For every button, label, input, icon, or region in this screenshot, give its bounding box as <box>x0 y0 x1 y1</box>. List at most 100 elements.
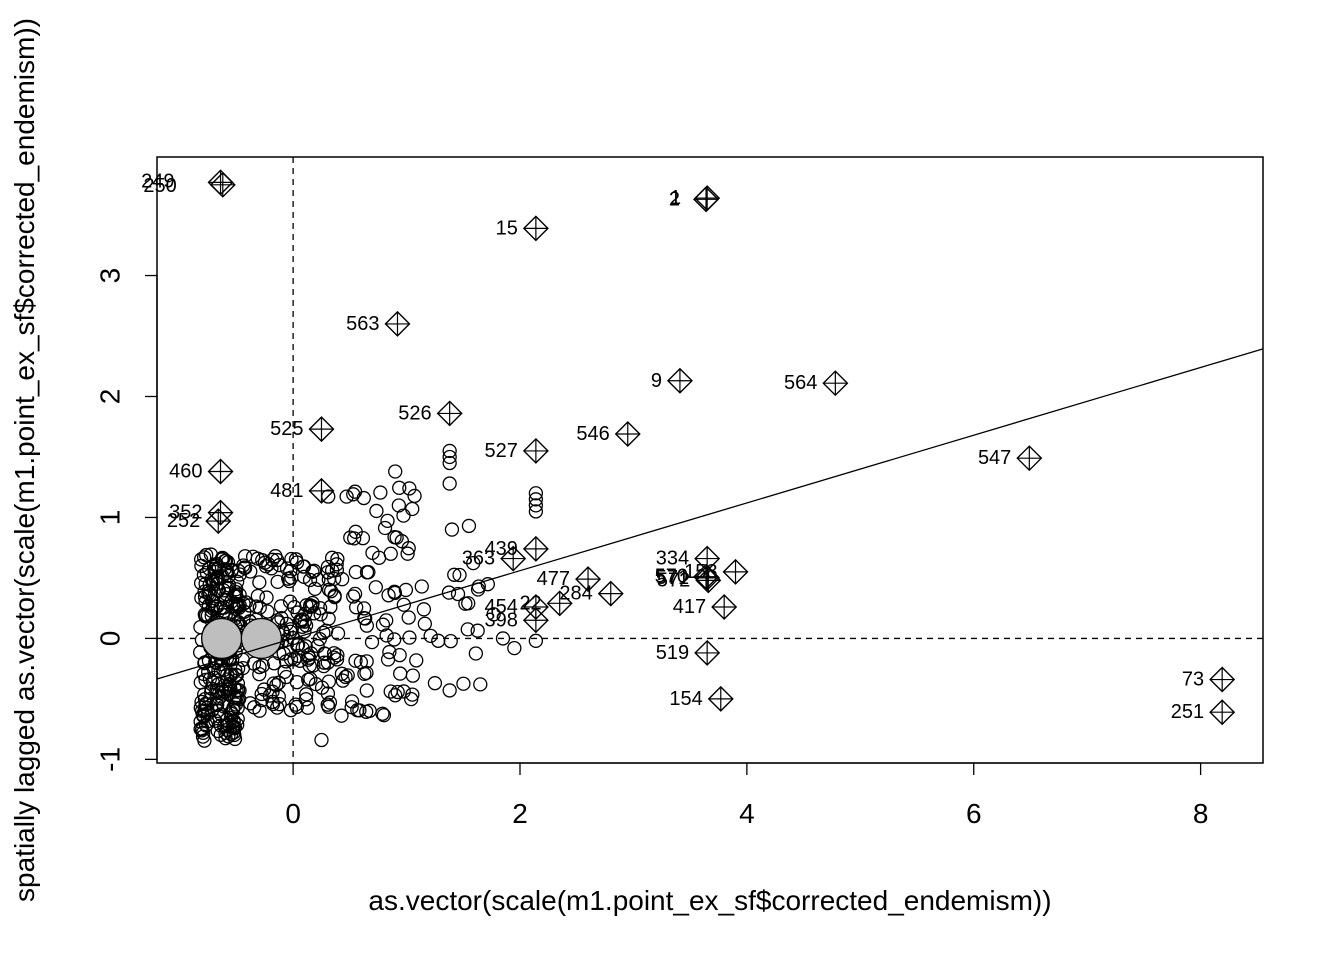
data-point <box>313 607 328 622</box>
data-point <box>468 646 484 661</box>
point-label: 454 <box>485 596 518 618</box>
data-point <box>528 486 544 501</box>
data-point <box>373 485 388 500</box>
point-label: 154 <box>669 688 702 710</box>
data-point <box>442 443 457 459</box>
data-point <box>201 664 216 680</box>
data-point <box>450 586 466 602</box>
data-point <box>379 613 394 628</box>
data-point <box>219 712 234 728</box>
data-point <box>246 700 262 715</box>
data-point <box>528 504 544 519</box>
data-point <box>223 667 238 683</box>
data-point <box>376 708 392 723</box>
data-point <box>272 696 287 712</box>
data-point <box>441 585 457 600</box>
data-point <box>301 650 317 665</box>
data-point <box>416 602 432 617</box>
data-point <box>290 648 306 663</box>
data-point <box>359 683 374 698</box>
data-point <box>306 658 321 673</box>
data-point <box>393 666 408 681</box>
data-point <box>431 633 446 648</box>
highlighted-point: 525 <box>270 416 335 443</box>
highlighted-point: 417 <box>673 593 738 620</box>
data-point <box>211 663 226 678</box>
data-point <box>383 546 398 561</box>
data-point <box>198 576 213 591</box>
data-point <box>339 489 354 504</box>
x-tick-label: 2 <box>512 798 528 829</box>
data-point <box>319 623 334 638</box>
data-point <box>346 487 361 502</box>
influential-large-points <box>201 617 283 660</box>
data-point <box>306 606 322 621</box>
point-label: 252 <box>167 510 200 532</box>
data-point <box>305 595 320 611</box>
data-point <box>365 545 380 560</box>
data-point <box>231 690 246 705</box>
large-point <box>240 617 283 660</box>
point-label: 460 <box>169 460 202 482</box>
data-point <box>443 633 458 649</box>
data-point <box>388 464 403 479</box>
data-point <box>409 653 424 668</box>
data-point <box>252 666 267 682</box>
data-point <box>259 590 274 605</box>
data-point <box>299 687 314 702</box>
data-point <box>207 564 222 580</box>
highlighted-point: 527 <box>485 437 549 464</box>
data-point <box>323 599 338 615</box>
data-point <box>427 676 443 691</box>
highlighted-point: 547 <box>978 445 1043 472</box>
data-point <box>391 498 406 513</box>
data-point <box>237 549 253 564</box>
data-point <box>401 610 416 625</box>
point-label: 527 <box>485 440 518 462</box>
highlighted-point: 250 <box>143 171 236 198</box>
data-point <box>217 553 233 569</box>
data-point <box>507 640 522 656</box>
point-label: 334 <box>656 548 689 570</box>
data-point <box>390 684 405 700</box>
data-point <box>377 520 393 536</box>
x-axis-title: as.vector(scale(m1.point_ex_sf$corrected… <box>368 885 1051 916</box>
data-point <box>423 628 438 644</box>
y-tick-label: 3 <box>95 268 126 284</box>
data-point <box>334 708 349 723</box>
data-point <box>348 564 364 580</box>
highlighted-point: 9 <box>651 367 693 394</box>
data-point <box>382 644 397 660</box>
highlighted-point: 481 <box>270 477 335 504</box>
data-point <box>405 687 420 702</box>
data-point <box>364 634 380 650</box>
plot-frame <box>156 156 1264 764</box>
y-tick-label: 2 <box>95 389 126 405</box>
highlighted-point: 563 <box>346 310 411 337</box>
data-point <box>305 564 320 579</box>
y-tick-label: 0 <box>95 631 126 647</box>
reference-lines <box>157 157 1263 763</box>
data-point <box>282 594 298 609</box>
data-point <box>194 552 209 567</box>
data-point <box>320 697 335 712</box>
data-point <box>359 618 374 633</box>
data-point <box>237 560 252 575</box>
data-point <box>316 625 331 640</box>
data-point <box>321 611 336 626</box>
data-point <box>213 707 229 722</box>
x-tick-label: 0 <box>285 798 301 829</box>
x-tick-label: 4 <box>739 798 755 829</box>
data-point <box>194 558 209 574</box>
point-label: 572 <box>657 569 690 591</box>
data-point <box>460 622 475 637</box>
data-point <box>356 601 372 616</box>
highlighted-point: 564 <box>784 370 849 397</box>
data-point <box>194 723 209 738</box>
point-label: 477 <box>537 568 570 590</box>
data-point <box>262 688 277 703</box>
data-point <box>387 585 403 601</box>
data-point <box>452 567 467 583</box>
highlighted-point: 352 <box>169 499 234 526</box>
